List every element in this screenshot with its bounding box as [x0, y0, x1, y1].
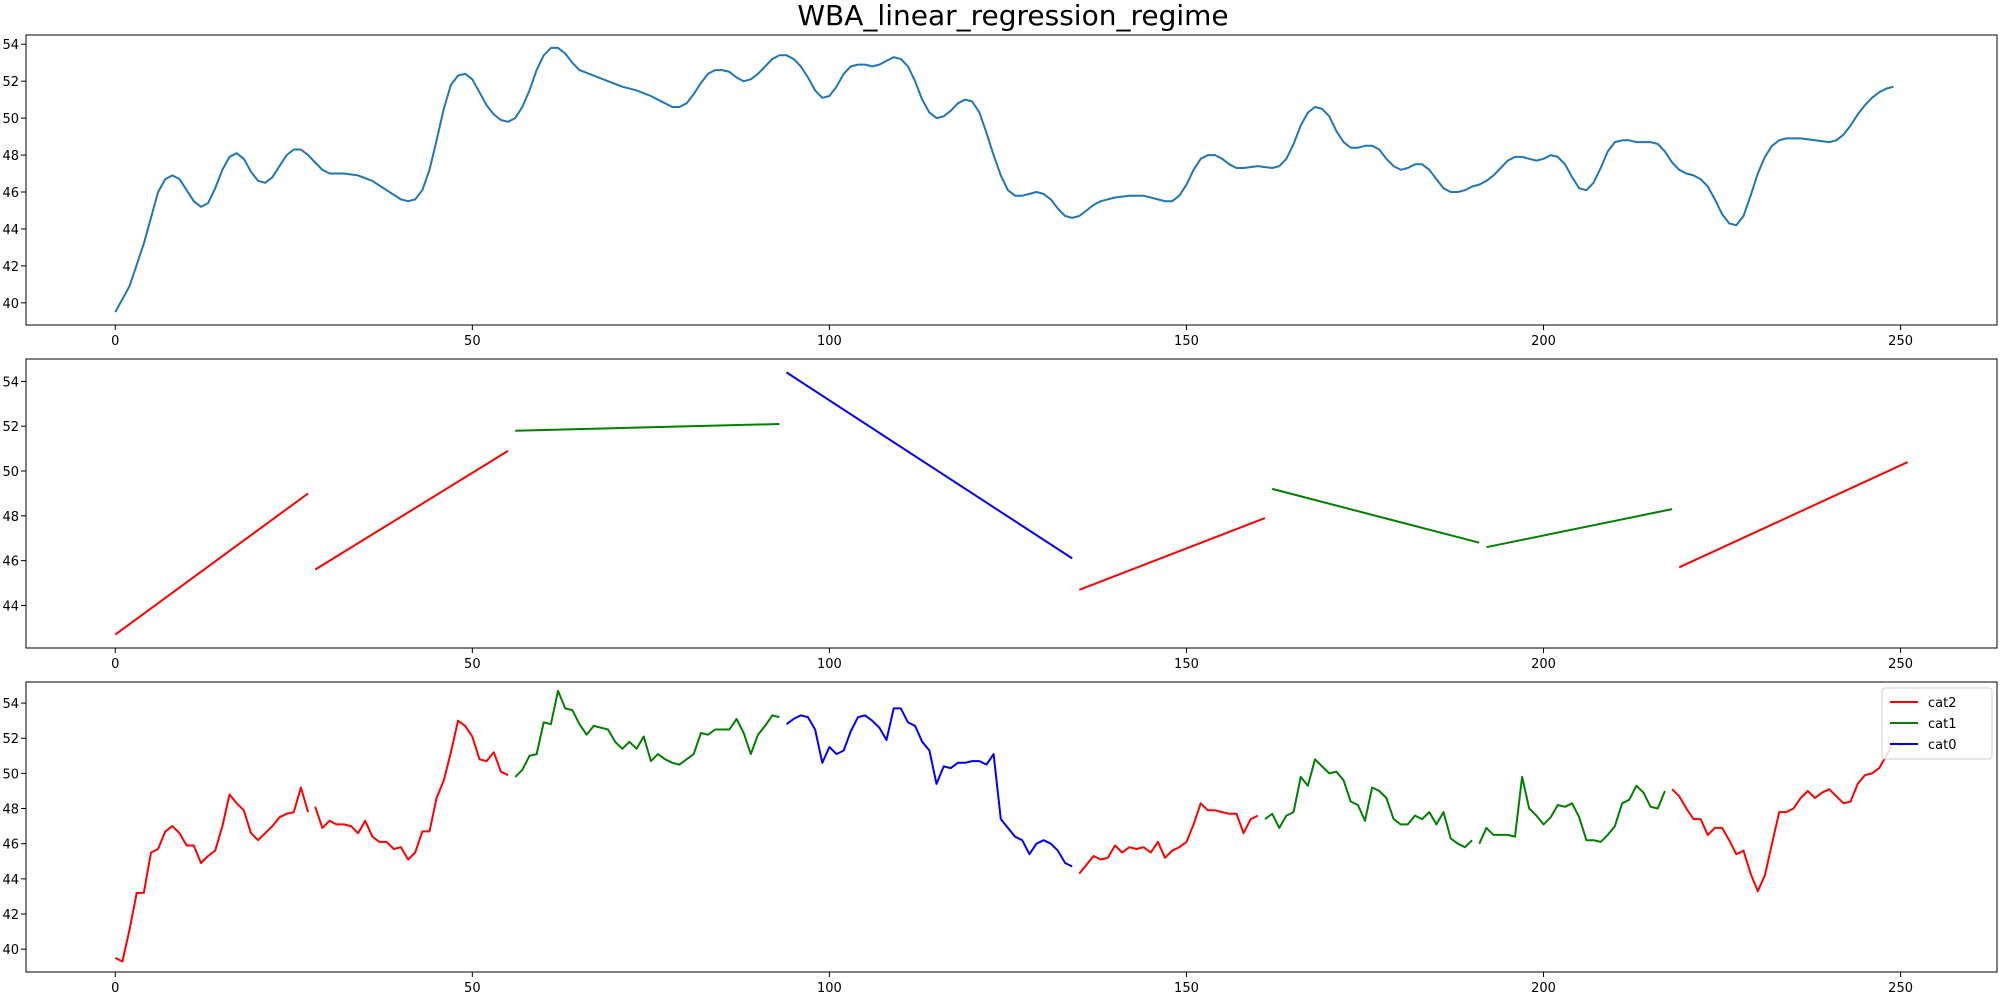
x-tick-label: 150	[1174, 657, 1199, 672]
y-tick-label: 54	[2, 38, 19, 53]
x-tick-label: 0	[111, 981, 119, 996]
x-tick-label: 150	[1174, 981, 1199, 996]
y-tick-label: 54	[2, 375, 19, 390]
legend-label-cat2: cat2	[1928, 696, 1956, 711]
segment-cat2	[114, 492, 309, 636]
y-tick-label: 44	[2, 223, 19, 238]
x-tick-label: 100	[817, 334, 842, 349]
x-tick-label: 150	[1174, 334, 1199, 349]
y-tick-label: 52	[2, 75, 19, 90]
segment-cat1	[1271, 487, 1480, 544]
y-tick-label: 52	[2, 732, 19, 747]
y-tick-label: 40	[2, 297, 19, 312]
x-tick-label: 0	[111, 334, 119, 349]
axes-frame	[25, 34, 1998, 326]
x-tick-label: 50	[464, 657, 481, 672]
segment-cat2	[1671, 740, 1908, 893]
legend-label-cat0: cat0	[1928, 738, 1956, 753]
segment-cat2	[1078, 802, 1259, 875]
y-tick-label: 40	[2, 943, 19, 958]
segment-cat0	[785, 371, 1073, 560]
y-tick-label: 50	[2, 465, 19, 480]
y-tick-label: 44	[2, 599, 19, 614]
panel-smoothed-price: 0 50 100 150 200 250 40 42 44 46 48 50 52 54	[2, 34, 1998, 349]
x-tick-label: 250	[1888, 334, 1913, 349]
x-tick-label: 250	[1888, 981, 1913, 996]
legend: cat2 cat1 cat0	[1881, 687, 1993, 760]
y-tick-label: 48	[2, 803, 19, 818]
x-tick-label: 50	[464, 981, 481, 996]
price-series-line	[114, 46, 1894, 313]
plot-area	[114, 46, 1894, 313]
y-tick-label: 52	[2, 420, 19, 435]
y-tick-label: 42	[2, 260, 19, 275]
y-tick-label: 46	[2, 555, 19, 570]
y-tick-label: 48	[2, 149, 19, 164]
x-tick-label: 100	[817, 657, 842, 672]
x-tick-label: 200	[1531, 657, 1556, 672]
y-tick-label: 50	[2, 112, 19, 127]
x-tick-label: 200	[1531, 334, 1556, 349]
plot-area	[114, 371, 1909, 636]
segment-cat1	[515, 423, 780, 432]
y-tick-label: 48	[2, 510, 19, 525]
panel-regression-lines: 0 50 100 150 200 250 44 46 48 50 52 54	[2, 358, 1998, 672]
segment-cat2	[114, 786, 310, 963]
axes-frame	[25, 681, 1998, 973]
x-tick-label: 0	[111, 657, 119, 672]
segment-cat1	[514, 689, 780, 778]
segment-cat2	[1678, 461, 1909, 569]
x-tick-label: 100	[817, 981, 842, 996]
axes-frame	[25, 358, 1998, 649]
segment-cat1	[1486, 508, 1673, 549]
segment-cat2	[314, 719, 509, 861]
legend-label-cat1: cat1	[1928, 717, 1956, 732]
x-tick-label: 50	[464, 334, 481, 349]
x-tick-label: 200	[1531, 981, 1556, 996]
segment-cat0	[785, 707, 1073, 868]
segment-cat2	[1078, 517, 1266, 591]
segment-cat2	[314, 450, 509, 571]
y-tick-label: 50	[2, 767, 19, 782]
y-tick-label: 42	[2, 908, 19, 923]
y-tick-label: 54	[2, 697, 19, 712]
y-tick-label: 46	[2, 838, 19, 853]
chart-title: WBA_linear_regression_regime	[797, 0, 1228, 32]
legend-box	[1881, 687, 1993, 760]
plot-area	[114, 689, 1908, 963]
x-tick-label: 250	[1888, 657, 1913, 672]
y-tick-label: 44	[2, 873, 19, 888]
segment-cat1	[1264, 758, 1473, 849]
y-tick-label: 46	[2, 186, 19, 201]
segment-cat1	[1478, 775, 1666, 845]
